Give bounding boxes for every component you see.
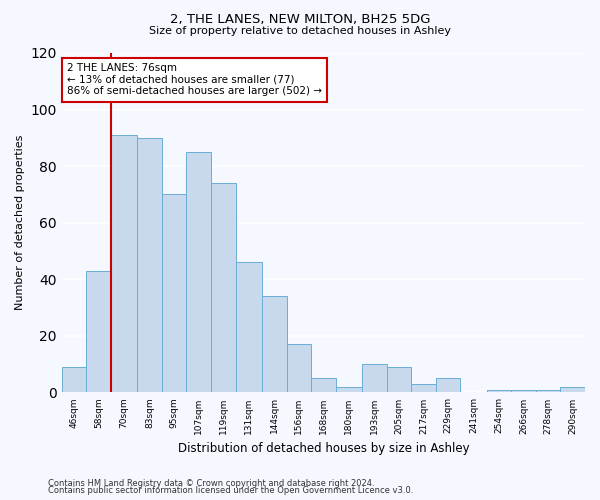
Text: 2 THE LANES: 76sqm
← 13% of detached houses are smaller (77)
86% of semi-detache: 2 THE LANES: 76sqm ← 13% of detached hou… [67, 63, 322, 96]
Bar [436, 378, 460, 392]
Text: 2, THE LANES, NEW MILTON, BH25 5DG: 2, THE LANES, NEW MILTON, BH25 5DG [170, 12, 430, 26]
Bar [487, 390, 511, 392]
Bar [362, 364, 387, 392]
Bar [236, 262, 262, 392]
Text: Size of property relative to detached houses in Ashley: Size of property relative to detached ho… [149, 26, 451, 36]
Bar [560, 387, 585, 392]
Bar [162, 194, 187, 392]
Bar [311, 378, 335, 392]
Bar [86, 271, 111, 392]
Bar [137, 138, 162, 392]
Bar [62, 367, 86, 392]
Bar [211, 183, 236, 392]
Y-axis label: Number of detached properties: Number of detached properties [15, 135, 25, 310]
Text: Contains public sector information licensed under the Open Government Licence v3: Contains public sector information licen… [48, 486, 413, 495]
Bar [511, 390, 536, 392]
Bar [262, 296, 287, 392]
Bar [536, 390, 560, 392]
X-axis label: Distribution of detached houses by size in Ashley: Distribution of detached houses by size … [178, 442, 469, 455]
Bar [287, 344, 311, 393]
Text: Contains HM Land Registry data © Crown copyright and database right 2024.: Contains HM Land Registry data © Crown c… [48, 478, 374, 488]
Bar [187, 152, 211, 392]
Bar [387, 367, 411, 392]
Bar [111, 135, 137, 392]
Bar [411, 384, 436, 392]
Bar [335, 387, 362, 392]
